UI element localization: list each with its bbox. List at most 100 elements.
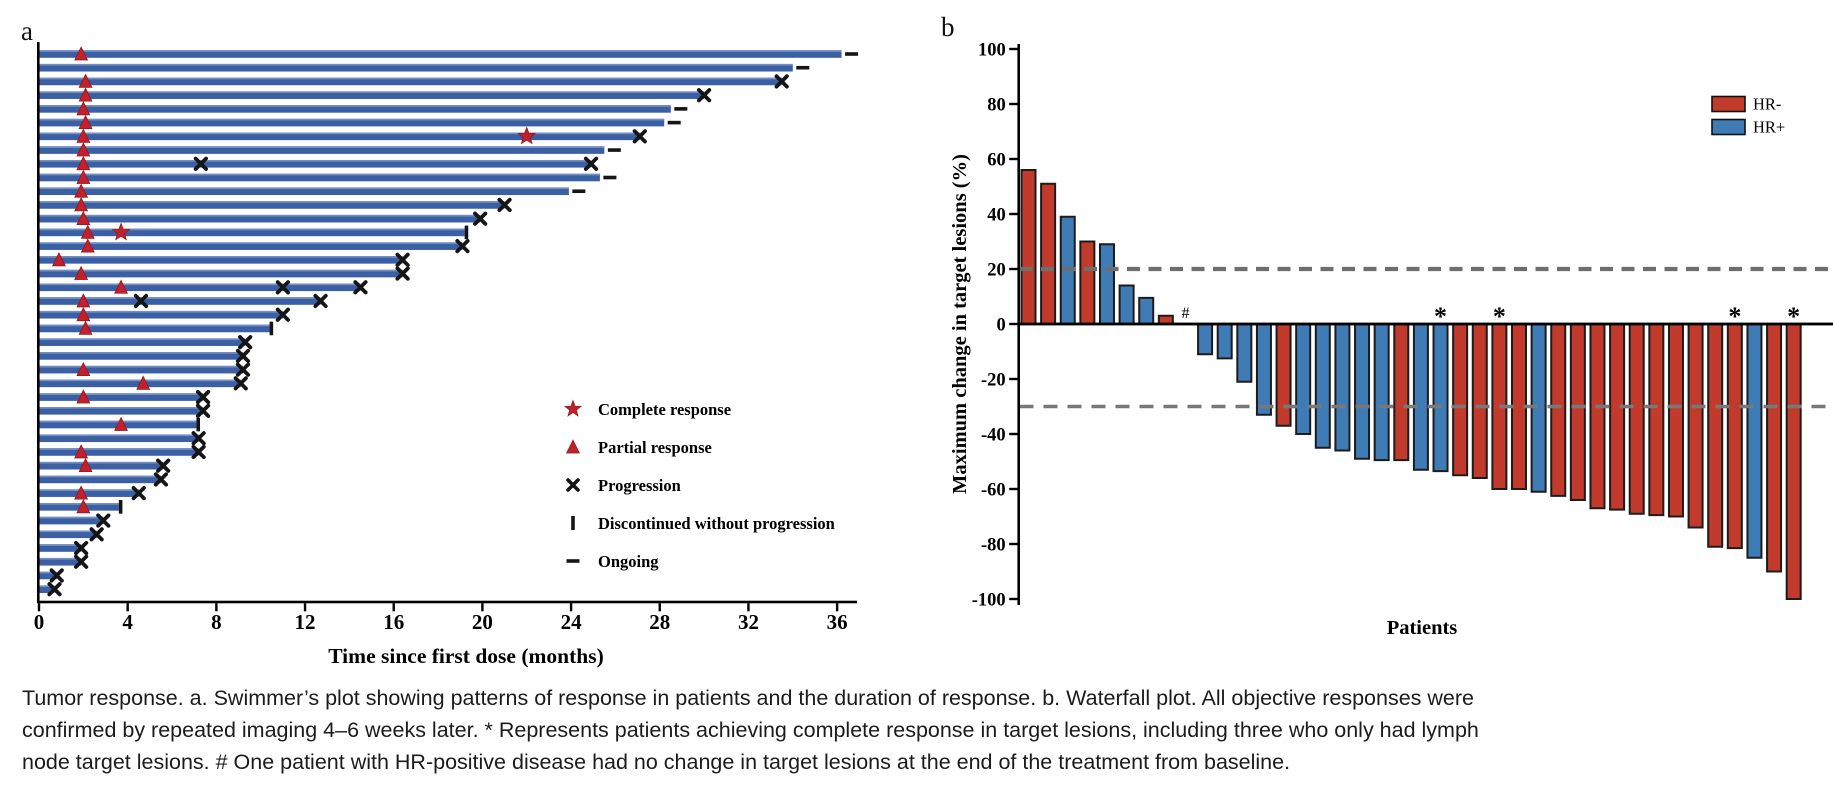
- x-stroke: [473, 211, 488, 226]
- x-tick: [481, 603, 484, 612]
- swimmer-row: [39, 527, 104, 542]
- duration-bar: [39, 406, 204, 415]
- x-tick: [215, 603, 218, 612]
- duration-bar: [39, 228, 465, 237]
- duration-bar: [39, 256, 403, 264]
- duration-bar: [39, 324, 270, 333]
- duration-bar: [39, 63, 793, 72]
- duration-bar-sheen: [39, 132, 640, 135]
- duration-bar: [39, 461, 164, 470]
- duration-bar: [39, 503, 119, 511]
- progression-x-marker: [47, 582, 62, 597]
- waterfall-bar-group: [1452, 323, 1469, 477]
- progression-x-marker: [195, 389, 211, 405]
- waterfall-bar: [1295, 323, 1312, 435]
- waterfall-bar: [1589, 323, 1606, 510]
- progression-x-marker: [74, 554, 89, 569]
- partial-response-triangle: [74, 197, 89, 212]
- waterfall-bar-group: [1098, 243, 1115, 325]
- x-tick: [303, 603, 307, 612]
- partial-response-triangle: [136, 375, 151, 390]
- progression-x-marker: [455, 239, 470, 254]
- complete-response-asterisk: *: [1493, 302, 1506, 331]
- discontinued-bar-marker: [118, 500, 123, 514]
- duration-bar-sheen: [39, 228, 465, 231]
- waterfall-bar: [1785, 323, 1802, 600]
- waterfall-bar: [1609, 323, 1626, 511]
- duration-bar-sheen: [39, 118, 665, 121]
- waterfall-bar: [1098, 243, 1115, 325]
- x-stroke: [238, 335, 253, 350]
- caption-line-3: node target lesions. # One patient with …: [22, 750, 1291, 774]
- waterfall-bar-group: [1648, 323, 1665, 517]
- waterfall-bar: [1766, 323, 1783, 573]
- partial-response-triangle: [76, 389, 91, 404]
- x-stroke: [131, 486, 146, 501]
- x-stroke: [497, 197, 512, 213]
- waterfall-bar: [1118, 284, 1135, 325]
- duration-bar-sheen: [39, 393, 204, 395]
- waterfall-bar-group: [1275, 323, 1292, 427]
- partial-response-triangle: [51, 252, 66, 267]
- legend-item: Discontinued without progression: [571, 514, 835, 533]
- duration-bar-sheen: [39, 105, 671, 107]
- x-axis-ticks: 0 4 8 12 16 20 24 28 32 36: [34, 603, 848, 634]
- swimmer-row: [39, 63, 810, 72]
- y-tick-label: 0: [996, 316, 1005, 336]
- swimmer-row: [39, 279, 368, 295]
- ongoing-dash-marker: [667, 120, 681, 125]
- swimmer-row: [39, 320, 274, 336]
- ongoing-dash-marker: [607, 148, 621, 152]
- panel-a-label: a: [21, 16, 33, 46]
- x-stroke: [455, 239, 470, 254]
- partial-response-triangle: [566, 439, 580, 454]
- x-tick-label: 24: [561, 610, 583, 634]
- legend-swatch: [1711, 118, 1746, 136]
- legend-item: Partial response: [566, 438, 712, 457]
- duration-bar-sheen: [39, 434, 199, 437]
- waterfall-legend: HR- HR+: [1711, 95, 1785, 137]
- duration-bar-sheen: [39, 544, 82, 546]
- waterfall-bar: [1393, 323, 1410, 462]
- waterfall-bar-group: [1609, 323, 1626, 511]
- waterfall-bar-group: [1138, 296, 1155, 325]
- x-stroke: [156, 458, 171, 473]
- duration-bar-sheen: [39, 585, 55, 588]
- x-tick-label: 36: [827, 610, 848, 634]
- swimmer-row: [39, 252, 410, 267]
- duration-bar: [39, 310, 283, 319]
- swimmer-row: [39, 513, 111, 528]
- y-tick: [1009, 267, 1019, 271]
- y-tick-label: 100: [978, 41, 1006, 61]
- y-tick: [1009, 47, 1019, 51]
- complete-response-asterisk: *: [1728, 302, 1741, 331]
- waterfall-bar-group: [1216, 323, 1233, 360]
- x-tick: [658, 603, 661, 612]
- complete-response-star: [563, 399, 583, 417]
- progression-x-marker: [153, 472, 169, 487]
- swimmer-row: [39, 568, 64, 583]
- x-stroke: [697, 88, 712, 103]
- duration-bar-sheen: [39, 201, 505, 203]
- legend-label: Partial response: [598, 438, 712, 457]
- progression-x-marker: [395, 266, 410, 281]
- legend-label: Ongoing: [598, 552, 659, 571]
- complete-response-star: [517, 126, 537, 145]
- progression-x-marker: [74, 540, 89, 556]
- partial-response-triangle: [76, 306, 91, 322]
- swimmer-row: [39, 222, 469, 241]
- waterfall-bar: [1314, 323, 1331, 449]
- x-tick-label: 4: [122, 610, 133, 634]
- duration-bar: [39, 434, 199, 443]
- progression-x-marker: [235, 362, 251, 377]
- duration-bar: [39, 448, 199, 456]
- duration-bar: [39, 283, 361, 292]
- x-tick: [835, 603, 839, 612]
- x-tick-label: 28: [649, 610, 670, 634]
- x-stroke: [133, 293, 149, 309]
- partial-response-triangle: [78, 114, 93, 129]
- progression-x-marker: [313, 293, 328, 309]
- duration-bar-sheen: [39, 50, 842, 52]
- swimmer-row: [39, 335, 253, 350]
